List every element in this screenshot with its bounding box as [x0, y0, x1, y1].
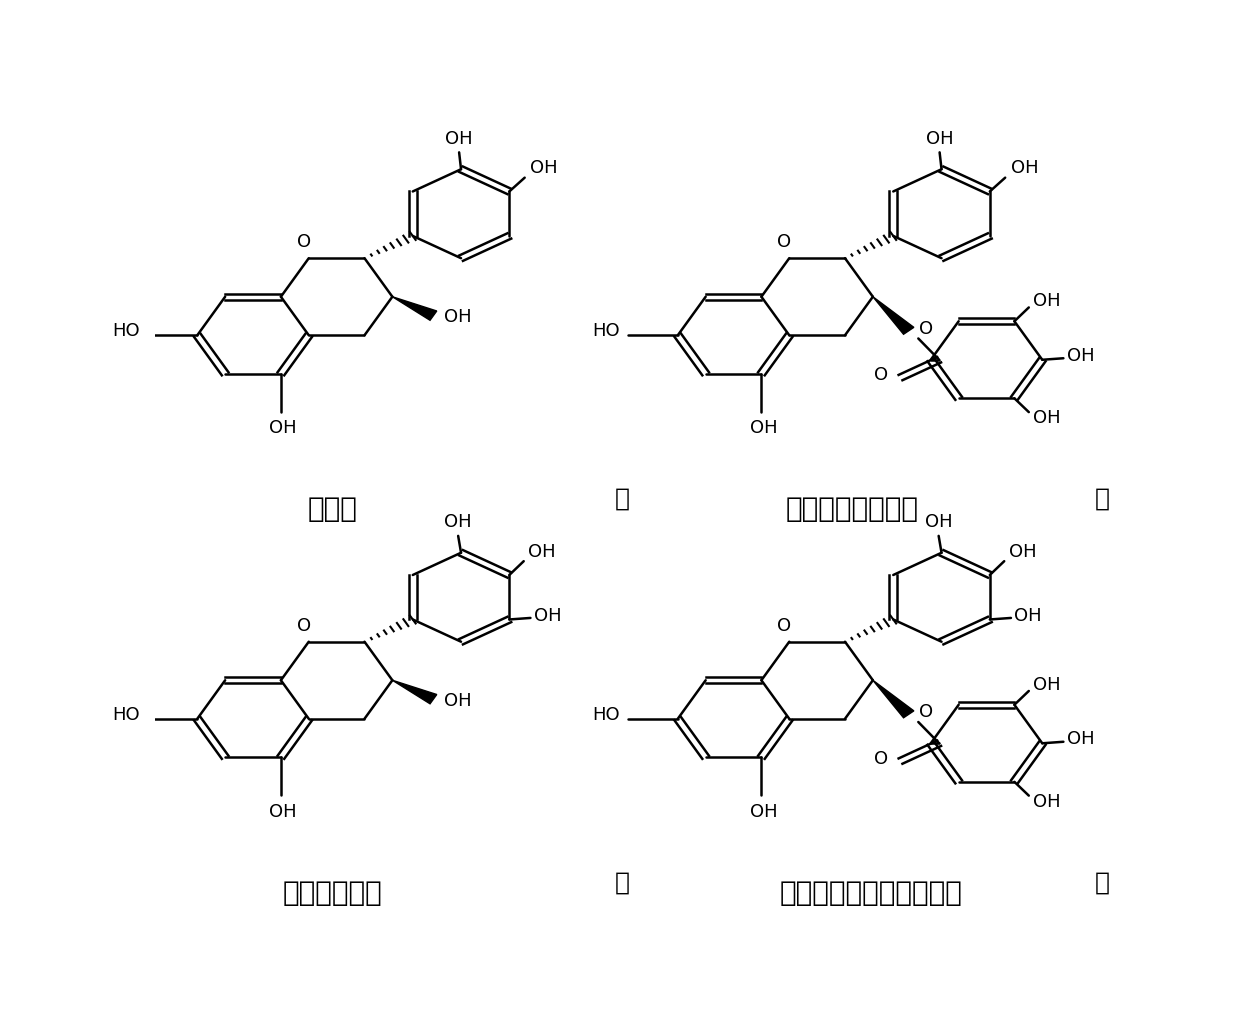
Text: 儿茶素: 儿茶素 — [308, 495, 357, 523]
Text: O: O — [919, 319, 932, 338]
Text: OH: OH — [1011, 160, 1038, 177]
Text: O: O — [874, 750, 888, 768]
Text: HO: HO — [112, 322, 140, 341]
Text: HO: HO — [593, 706, 620, 724]
Text: 儿茶素没食子酸酯: 儿茶素没食子酸酯 — [785, 495, 919, 523]
Text: O: O — [874, 367, 888, 384]
Polygon shape — [873, 681, 914, 718]
Text: OH: OH — [1066, 347, 1095, 365]
Text: OH: OH — [926, 130, 954, 147]
Text: 、: 、 — [1095, 870, 1110, 894]
Text: OH: OH — [1033, 793, 1061, 811]
Text: OH: OH — [925, 513, 952, 531]
Text: OH: OH — [444, 513, 472, 531]
Text: OH: OH — [1033, 409, 1061, 427]
Text: O: O — [296, 233, 311, 252]
Text: 没食子儿茶素没食子酸酯: 没食子儿茶素没食子酸酯 — [780, 879, 962, 906]
Text: O: O — [777, 233, 791, 252]
Text: O: O — [919, 703, 932, 721]
Text: 、: 、 — [615, 870, 630, 894]
Text: 、: 、 — [615, 487, 630, 511]
Text: OH: OH — [529, 160, 558, 177]
Text: 没食子儿茶素: 没食子儿茶素 — [283, 879, 383, 906]
Text: O: O — [777, 617, 791, 635]
Text: OH: OH — [749, 420, 777, 437]
Text: OH: OH — [444, 692, 471, 710]
Polygon shape — [873, 296, 914, 335]
Text: OH: OH — [749, 803, 777, 821]
Text: HO: HO — [112, 706, 140, 724]
Text: O: O — [296, 617, 311, 635]
Text: HO: HO — [593, 322, 620, 341]
Polygon shape — [392, 296, 436, 320]
Text: OH: OH — [528, 543, 556, 560]
Text: OH: OH — [534, 607, 562, 625]
Text: 、: 、 — [1095, 487, 1110, 511]
Text: OH: OH — [269, 803, 296, 821]
Text: OH: OH — [1014, 607, 1042, 625]
Text: OH: OH — [1033, 292, 1061, 311]
Polygon shape — [392, 681, 436, 703]
Text: OH: OH — [1066, 730, 1095, 748]
Text: OH: OH — [445, 130, 472, 147]
Text: OH: OH — [1033, 675, 1061, 694]
Text: OH: OH — [1008, 543, 1037, 560]
Text: OH: OH — [269, 420, 296, 437]
Text: OH: OH — [444, 308, 471, 326]
